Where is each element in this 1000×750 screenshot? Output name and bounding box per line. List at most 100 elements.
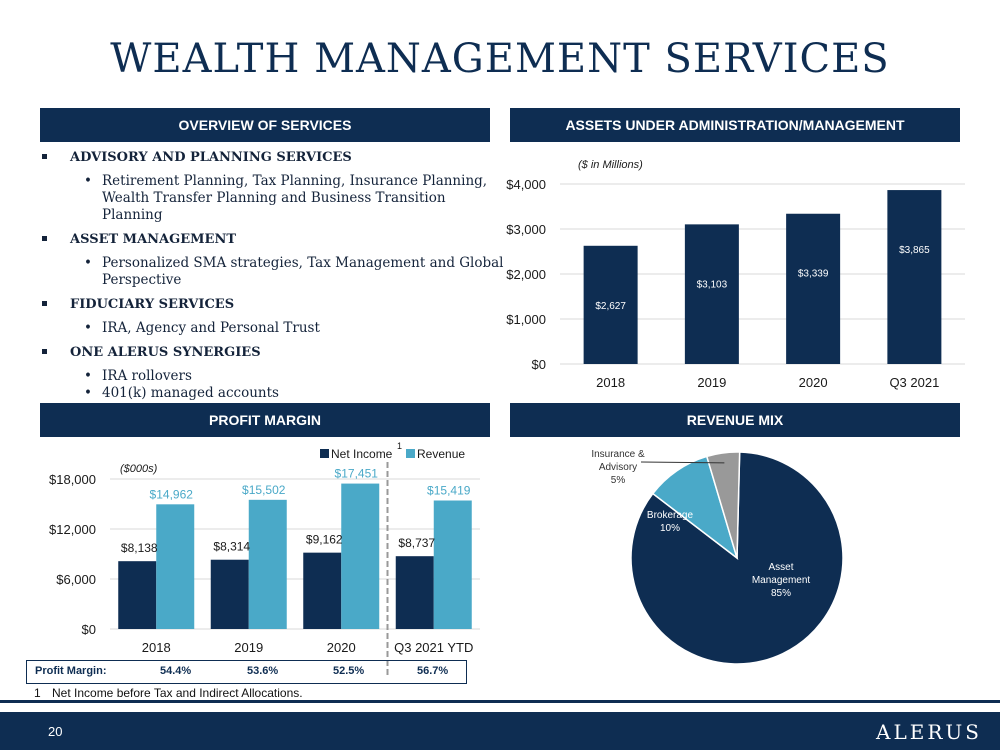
item-text: IRA rollovers [102,368,192,384]
profit-margin-bar-chart: $0 $6,000 $12,000 $18,000 ($000s) Net Income 1… [49,441,480,676]
data-label: $3,865 [899,245,930,256]
legend-label: Net Income [331,447,393,461]
square-bullet-icon [42,349,47,354]
y-tick-label: $18,000 [49,472,96,487]
overview-header: OVERVIEW OF SERVICES [40,108,490,142]
bullet-icon: • [84,320,92,336]
slice-label: Management [752,575,811,586]
bar [887,190,942,364]
slice-label: Advisory [599,462,637,473]
bar-revenue [433,500,472,629]
bar-revenue [156,504,195,629]
legend-swatch [406,449,415,458]
footnote: 1 Net Income before Tax and Indirect All… [34,686,303,700]
overview-item: • Retirement Planning, Tax Planning, Insu… [40,173,510,224]
section-title: ADVISORY AND PLANNING SERVICES [70,150,352,165]
footnote-number: 1 [34,686,41,700]
bullet-icon: • [84,173,92,189]
section-title: FIDUCIARY SERVICES [70,297,235,312]
pie-slice [705,451,741,559]
item-text: Personalized SMA strategies, Tax Managem… [102,255,504,271]
bar [786,213,841,364]
item-text: 401(k) managed accounts [102,385,279,401]
item-text: Retirement Planning, Tax Planning, Insur… [102,173,488,189]
y-tick-label: $0 [532,357,546,372]
slice-label: Insurance & [591,449,645,460]
data-label: $15,502 [242,483,286,497]
overview-item: • IRA rollovers [40,368,510,385]
x-tick-label: 2018 [596,375,625,390]
overview-item: • IRA, Agency and Personal Trust [40,320,510,337]
x-tick-label: 2019 [234,640,263,655]
alerus-logo: ALERUS [876,720,982,744]
legend-footnote-marker: 1 [397,441,402,451]
data-label: $15,419 [427,484,471,498]
overview-item: • Personalized SMA strategies, Tax Manage… [40,255,510,289]
slice-label: 5% [611,475,626,486]
footnote-text: Net Income before Tax and Indirect Alloc… [52,686,303,700]
bar-net-income [395,556,434,629]
section-title: ASSET MANAGEMENT [70,232,236,247]
aum-header: ASSETS UNDER ADMINISTRATION/MANAGEMENT [510,108,960,142]
overview-item: • 401(k) managed accounts [40,385,510,402]
y-tick-label: $0 [82,622,96,637]
data-label: $2,627 [595,301,626,312]
profit-margin-header: PROFIT MARGIN [40,403,490,437]
chart-subtitle: ($000s) [120,463,158,475]
x-tick-label: Q3 2021 [889,375,939,390]
overview-section: ADVISORY AND PLANNING SERVICES [40,150,510,165]
data-label: $17,451 [335,467,379,481]
profit-margin-table: Profit Margin: 54.4% 53.6% 52.5% 56.7% [26,660,467,684]
aum-bar-chart: $0 $1,000 $2,000 $3,000 $4,000 ($ in Millions… [506,159,965,390]
page-title: WEALTH MANAGEMENT SERVICES [110,36,890,82]
profit-margin-label: Profit Margin: [35,665,107,677]
profit-margin-value: 53.6% [247,665,279,677]
square-bullet-icon [42,154,47,159]
overview-section: ASSET MANAGEMENT [40,232,510,247]
item-text: IRA, Agency and Personal Trust [102,320,320,336]
profit-margin-value: 52.5% [333,665,365,677]
x-tick-label: Q3 2021 YTD [394,640,473,655]
profit-margin-value: 54.4% [160,665,192,677]
x-tick-label: 2018 [142,640,171,655]
bar-revenue [248,499,287,629]
data-label: $8,138 [121,541,158,555]
bullet-icon: • [84,385,92,401]
y-tick-label: $6,000 [56,572,96,587]
y-tick-label: $3,000 [506,222,546,237]
y-tick-label: $12,000 [49,522,96,537]
item-text: Wealth Transfer Planning and Business Tr… [102,190,446,223]
revenue-mix-pie-chart: Asset Management 85% Brokerage 10% Insurance … [591,449,844,665]
slice-label: Asset [768,562,793,573]
item-text: Perspective [102,272,182,288]
bar-revenue [341,483,380,629]
bar [583,245,638,364]
overview-section: ONE ALERUS SYNERGIES [40,345,510,360]
slice-label: 10% [660,523,680,534]
charts-canvas: $0 $1,000 $2,000 $3,000 $4,000 ($ in Millions… [49,159,965,676]
revenue-mix-header: REVENUE MIX [510,403,960,437]
section-title: ONE ALERUS SYNERGIES [70,345,261,360]
data-label: $9,162 [306,533,343,547]
bullet-icon: • [84,368,92,384]
x-tick-label: 2020 [327,640,356,655]
chart-subtitle: ($ in Millions) [578,159,643,171]
data-label: $8,314 [213,540,250,554]
data-label: $8,737 [398,536,435,550]
y-tick-label: $4,000 [506,177,546,192]
data-label: $3,103 [697,279,728,290]
overview-section: FIDUCIARY SERVICES [40,297,510,312]
slice-label: Brokerage [647,510,694,521]
page-number: 20 [48,724,63,739]
bar-net-income [210,559,249,629]
pie-slice [630,451,844,665]
x-tick-label: 2020 [799,375,828,390]
square-bullet-icon [42,301,47,306]
data-label: $14,962 [150,487,194,501]
footer-rule [0,700,1000,703]
slice-label: 85% [771,588,791,599]
data-label: $3,339 [798,269,829,280]
bullet-icon: • [84,255,92,271]
y-tick-label: $1,000 [506,312,546,327]
bar-net-income [118,561,157,629]
